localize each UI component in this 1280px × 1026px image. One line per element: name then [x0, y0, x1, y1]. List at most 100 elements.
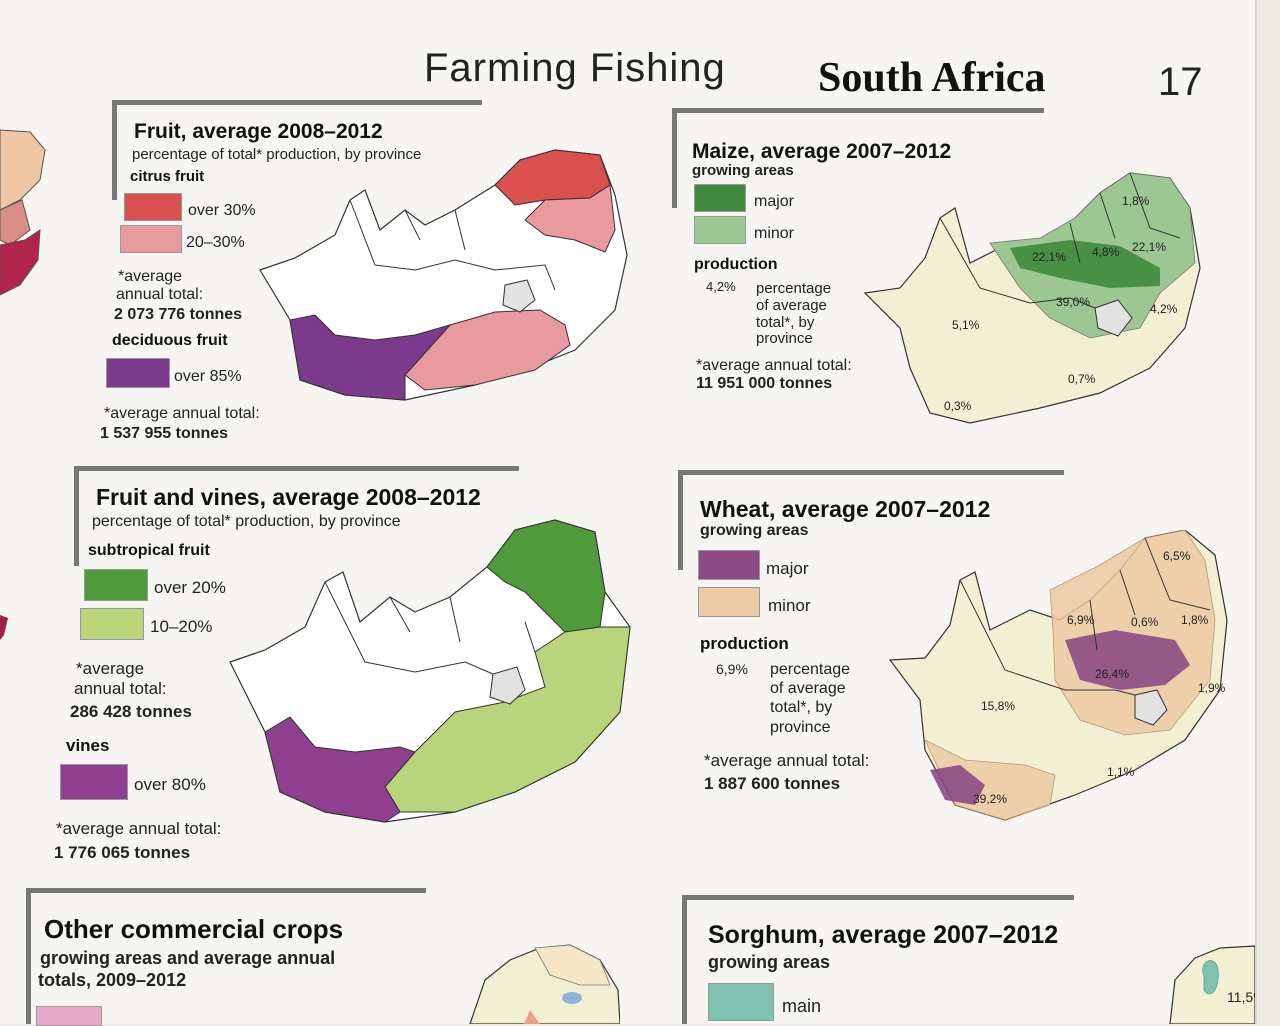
legend-swatch-major	[698, 550, 760, 580]
wheat-example-desc-2: of average	[770, 680, 846, 697]
maize-total: 11 951 000 tonnes	[696, 375, 833, 392]
wheat-value-ncape: 15,8%	[981, 699, 1015, 713]
sorghum-subtitle: growing areas	[708, 952, 831, 972]
wheat-value-mpumalanga: 1,8%	[1181, 613, 1209, 627]
maize-subtitle: growing areas	[692, 162, 794, 179]
subtropical-total: 286 428 tonnes	[70, 702, 192, 721]
legend-label-major: major	[754, 193, 795, 210]
legend-label-over30: over 30%	[188, 202, 256, 219]
other-crops-map	[469, 944, 620, 1024]
legend-label-10-20: 10–20%	[150, 617, 213, 636]
deciduous-total: 1 537 955 tonnes	[100, 425, 229, 442]
wheat-example-desc-1: percentage	[770, 661, 851, 678]
wheat-example-desc-3: total*, by	[770, 699, 833, 716]
maize-production-label: production	[694, 256, 778, 273]
legend-swatch-over85	[106, 358, 170, 388]
maize-value-ncape: 5,1%	[952, 318, 980, 332]
legend-label-main: main	[782, 996, 822, 1016]
other-crops-title: Other commercial crops	[44, 914, 344, 944]
sorghum-map: 11,5%	[1169, 945, 1255, 1024]
legend-swatch-over30	[124, 193, 182, 221]
legend-swatch-minor	[698, 587, 760, 617]
legend-swatch-minor	[694, 216, 746, 244]
vines-total: 1 776 065 tonnes	[54, 843, 191, 862]
legend-swatch-20-30	[120, 225, 182, 253]
maize-value-limpopo: 1,8%	[1122, 194, 1150, 208]
legend-swatch-10-20	[80, 608, 144, 640]
legend-label-over20: over 20%	[154, 578, 226, 597]
panel-left-rule	[672, 108, 677, 208]
panel-left-rule	[682, 895, 687, 1024]
maize-value-northwest: 22,1%	[1032, 250, 1066, 264]
page-topics: Farming Fishing	[424, 46, 726, 90]
maize-example-desc-1: percentage	[756, 280, 832, 297]
panel-top-rule	[678, 470, 1064, 475]
panel-top-rule	[112, 100, 482, 105]
maize-value-mpumalanga: 22,1%	[1132, 240, 1166, 254]
other-crops-subtitle-1: growing areas and average annual	[40, 948, 336, 968]
other-crops-panel: Other commercial crops growing areas and…	[26, 888, 626, 1026]
legend-label-minor: minor	[768, 596, 811, 615]
maize-value-gauteng: 4,8%	[1092, 245, 1120, 259]
citrus-note-1: *average	[118, 268, 183, 285]
legend-label-over85: over 85%	[174, 368, 242, 385]
fruit-vines-title: Fruit and vines, average 2008–2012	[96, 484, 481, 510]
legend-swatch-crop	[36, 1006, 102, 1026]
maize-panel: Maize, average 2007–2012 growing areas m…	[672, 108, 1212, 448]
fruit-vines-subtitle: percentage of total* production, by prov…	[92, 513, 401, 530]
other-crops-subtitle-2: totals, 2009–2012	[38, 970, 187, 990]
subtropical-note-2: annual total:	[74, 679, 167, 698]
maize-example-value: 4,2%	[706, 279, 736, 294]
maize-value-ecape: 0,7%	[1068, 372, 1096, 386]
sorghum-title: Sorghum, average 2007–2012	[708, 921, 1059, 949]
wheat-production-label: production	[700, 634, 789, 653]
wheat-note: *average annual total:	[704, 751, 870, 770]
deciduous-note: *average annual total:	[104, 405, 260, 422]
vines-note: *average annual total:	[56, 819, 222, 838]
legend-swatch-main	[708, 983, 774, 1021]
subtropical-label: subtropical fruit	[88, 542, 210, 559]
vines-label: vines	[66, 736, 110, 755]
panel-left-rule	[112, 100, 117, 200]
page-number: 17	[1158, 60, 1203, 104]
fruit-map	[259, 149, 628, 401]
deciduous-label: deciduous fruit	[112, 332, 228, 349]
panel-top-rule	[26, 888, 426, 893]
wheat-value-wcape: 39,2%	[973, 792, 1007, 806]
wheat-value-freestate: 26,4%	[1095, 667, 1129, 681]
sorghum-value: 11,5%	[1227, 989, 1255, 1005]
maize-map: 1,8% 22,1% 4,8% 22,1% 39,0% 4,2% 5,1% 0,…	[863, 172, 1201, 424]
wheat-value-gauteng: 0,6%	[1131, 615, 1159, 629]
fruit-panel: Fruit, average 2008–2012 percentage of t…	[100, 100, 642, 450]
wheat-map: 6,5% 6,9% 0,6% 1,8% 26,4% 1,9% 15,8% 1,1…	[888, 530, 1228, 821]
maize-value-wcape: 0,3%	[944, 399, 972, 413]
wheat-value-kzn: 1,9%	[1198, 681, 1226, 695]
legend-swatch-over20	[84, 569, 148, 601]
previous-page-map-fragment	[0, 129, 46, 640]
wheat-title: Wheat, average 2007–2012	[700, 496, 991, 522]
citrus-total: 2 073 776 tonnes	[114, 306, 243, 323]
maize-value-freestate: 39,0%	[1056, 295, 1090, 309]
fruit-title: Fruit, average 2008–2012	[134, 120, 383, 143]
wheat-value-ecape: 1,1%	[1107, 765, 1135, 779]
panel-top-rule	[682, 895, 1074, 900]
fruit-vines-map	[229, 519, 631, 823]
panel-left-rule	[26, 888, 31, 1024]
sorghum-panel: Sorghum, average 2007–2012 growing areas…	[682, 895, 1242, 1024]
maize-example-desc-4: province	[756, 330, 813, 347]
wheat-value-northwest: 6,9%	[1067, 613, 1095, 627]
maize-note: *average annual total:	[696, 357, 852, 374]
fruit-vines-panel: Fruit and vines, average 2008–2012 perce…	[54, 466, 634, 866]
legend-label-minor: minor	[754, 225, 795, 242]
panel-top-rule	[74, 466, 519, 471]
wheat-example-value: 6,9%	[716, 661, 748, 677]
maize-value-kzn: 4,2%	[1150, 302, 1178, 316]
legend-label-20-30: 20–30%	[186, 234, 245, 251]
wheat-subtitle: growing areas	[700, 522, 809, 539]
legend-label-over80: over 80%	[134, 775, 206, 794]
legend-label-major: major	[766, 559, 809, 578]
page-header: Farming Fishing South Africa 17	[420, 38, 1220, 108]
citrus-note-2: annual total:	[116, 286, 204, 303]
legend-swatch-over80	[60, 764, 128, 800]
